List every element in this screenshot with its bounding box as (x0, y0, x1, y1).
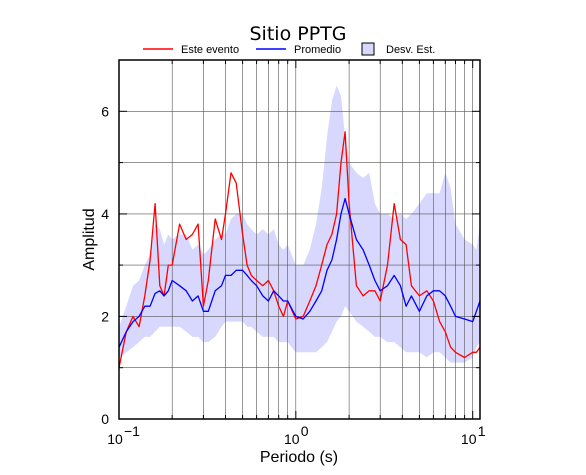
plot-frame (118, 59, 481, 420)
x-tick-label-exponent: −1 (124, 423, 140, 439)
y-tick-label: 4 (101, 206, 109, 222)
y-axis-label: Amplitud (81, 208, 98, 270)
x-tick-label-exponent: 0 (301, 423, 309, 439)
legend: Este evento Promedio Desv. Est. (143, 42, 435, 56)
chart-title: Sitio PPTG (250, 23, 347, 45)
std-dev-band (119, 85, 480, 363)
legend-label-promedio: Promedio (294, 44, 341, 56)
series-line-promedio (118, 197, 481, 348)
y-tick-label: 6 (101, 103, 109, 119)
x-tick-labels: 10 −1 10 0 10 1 (107, 423, 485, 447)
y-tick-labels: 0 2 4 6 (101, 103, 109, 427)
std-dev-band-layer (119, 85, 480, 363)
x-tick-label-exponent: 1 (478, 423, 486, 439)
grid-layer (119, 60, 480, 419)
legend-label-desv-est: Desv. Est. (386, 44, 435, 56)
tick-layer (118, 60, 480, 420)
x-axis-label: Periodo (s) (260, 449, 338, 466)
x-tick-label-base: 10 (107, 431, 123, 447)
y-tick-label: 2 (101, 308, 109, 324)
series-layer (118, 131, 481, 368)
y-tick-label: 0 (101, 411, 109, 427)
legend-label-este-evento: Este evento (181, 44, 239, 56)
x-tick-label-base: 10 (284, 431, 300, 447)
legend-swatch-desv-est (361, 42, 375, 56)
x-tick-label-base: 10 (461, 431, 477, 447)
